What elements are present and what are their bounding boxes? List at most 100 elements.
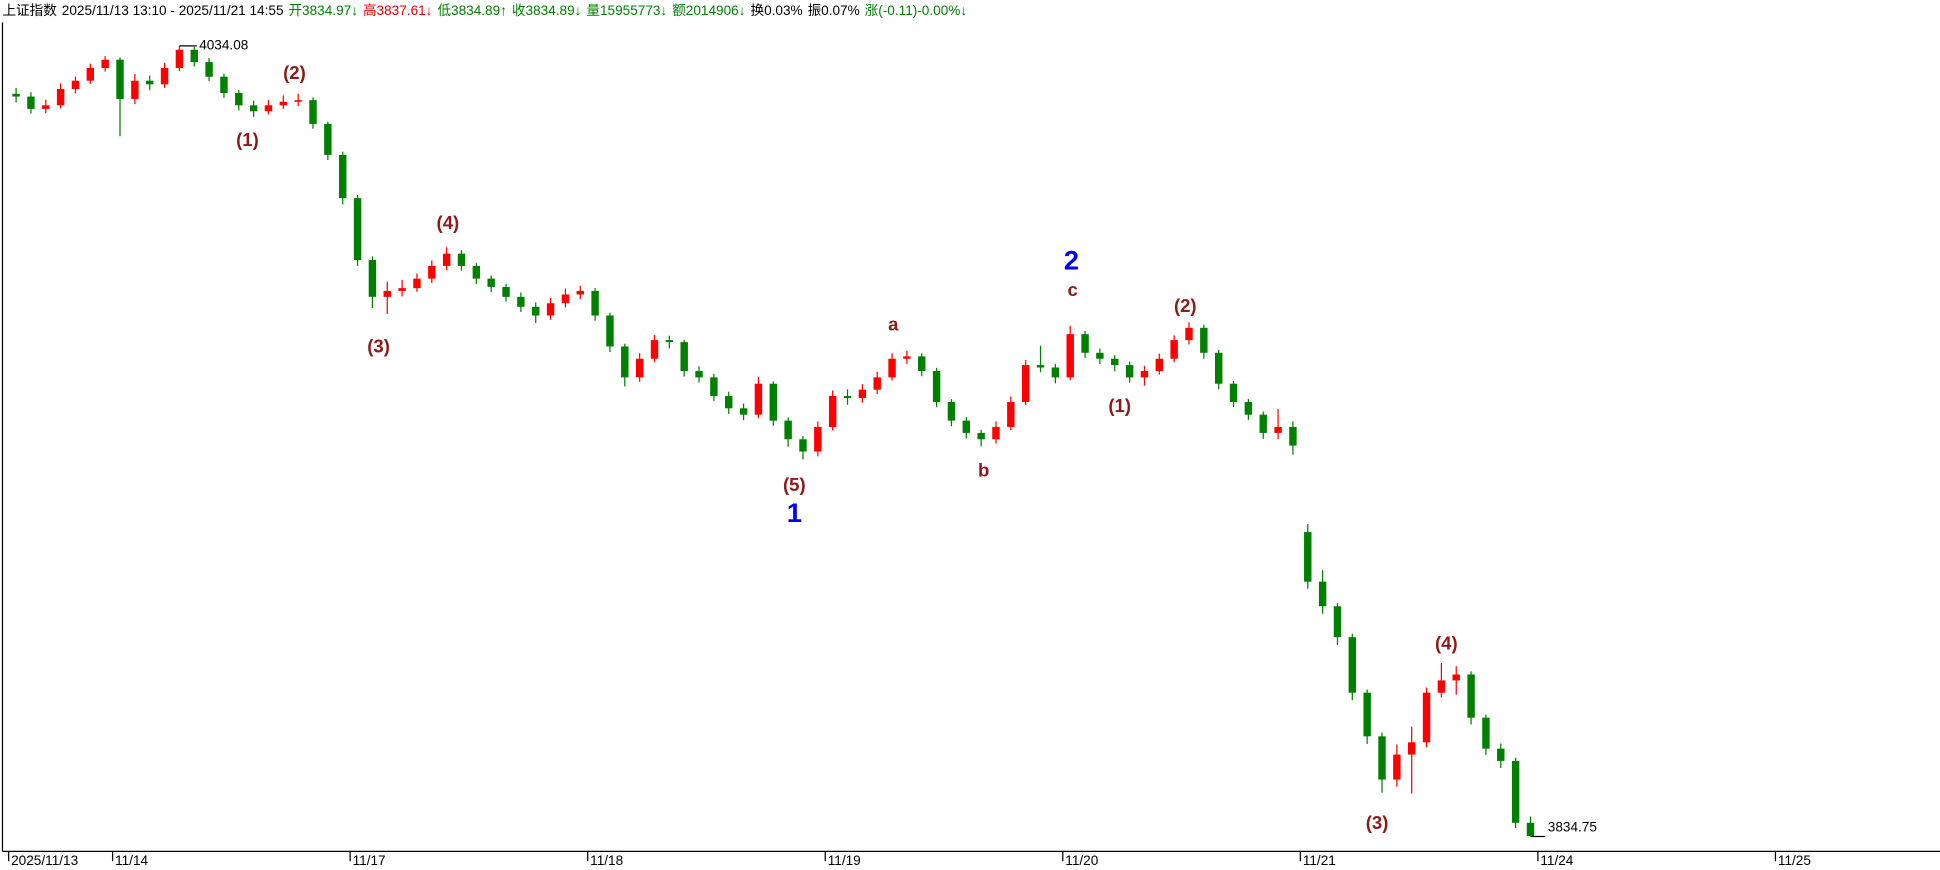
max-label: 4034.08 xyxy=(199,37,248,52)
candle-body xyxy=(190,49,198,63)
candle-body xyxy=(1348,637,1357,693)
candle-body xyxy=(532,306,540,316)
candle-body xyxy=(888,358,896,378)
candle-body xyxy=(576,290,584,295)
wave-label: 2 xyxy=(1064,245,1079,276)
wave-label: (4) xyxy=(437,212,460,233)
candle-body xyxy=(205,62,213,77)
candle-body xyxy=(220,76,228,94)
candle-body xyxy=(383,290,391,297)
candle-body xyxy=(680,342,688,372)
header-item: 额2014906↓ xyxy=(672,3,745,18)
candle-body xyxy=(1111,358,1119,366)
candle-body xyxy=(546,303,555,316)
x-tick-label: 11/14 xyxy=(115,853,148,868)
candle-body xyxy=(1066,334,1074,378)
x-tick-label: 11/25 xyxy=(1778,853,1811,868)
candle-body xyxy=(754,383,763,415)
candle-body xyxy=(1140,371,1149,378)
candle-body xyxy=(918,356,926,372)
candle-body xyxy=(784,420,792,440)
candle-body xyxy=(1393,754,1401,780)
header-range: 2025/11/13 13:10 - 2025/11/21 14:55 xyxy=(62,3,284,18)
wave-label: (4) xyxy=(1435,633,1458,654)
candle-body xyxy=(1036,365,1045,368)
wave-label: (2) xyxy=(283,62,306,83)
candle-body xyxy=(1378,736,1386,780)
candle-body xyxy=(858,389,867,399)
candle-body xyxy=(992,426,1000,440)
candle-body xyxy=(1170,340,1178,359)
candle-body xyxy=(502,286,510,297)
x-tick-label: 2025/11/13 xyxy=(11,853,78,868)
candle-body xyxy=(27,96,35,109)
candle-body xyxy=(814,426,822,452)
header-name: 上证指数 xyxy=(2,3,57,18)
candle-body xyxy=(279,101,288,106)
candle-body xyxy=(1407,742,1416,755)
candle-body xyxy=(977,432,985,440)
candle-body xyxy=(1051,367,1060,378)
candle-body xyxy=(1185,327,1193,341)
candle-body xyxy=(131,80,139,99)
candle-body xyxy=(517,296,525,307)
candle-body xyxy=(56,89,65,106)
candle-body xyxy=(695,371,703,378)
candle-body xyxy=(932,371,941,402)
candle-body xyxy=(710,377,718,397)
header-item: 收3834.89↓ xyxy=(512,3,582,18)
candle-body xyxy=(1021,365,1030,402)
candle-body xyxy=(1482,717,1490,749)
candle-body xyxy=(101,59,109,69)
candle-body xyxy=(650,340,659,359)
candle-body xyxy=(725,396,733,409)
candle-body xyxy=(665,340,674,343)
candle-body xyxy=(1244,401,1253,415)
wave-label: (5) xyxy=(783,474,806,495)
candle-body xyxy=(339,154,347,199)
candle-body xyxy=(1363,692,1371,737)
candle-body xyxy=(1437,680,1446,693)
candle-body xyxy=(1511,760,1520,823)
candle-body xyxy=(428,265,436,279)
candle-body xyxy=(1081,334,1089,353)
candle-body xyxy=(621,346,629,378)
wave-label: (1) xyxy=(236,129,259,150)
candle-body xyxy=(1155,358,1164,372)
wave-label: (2) xyxy=(1174,295,1197,316)
header-item: 涨(-0.11)-0.00%↓ xyxy=(865,3,968,18)
x-tick-label: 11/19 xyxy=(828,853,861,868)
wave-label: c xyxy=(1068,279,1078,300)
candle-body xyxy=(873,377,881,390)
header: 上证指数 2025/11/13 13:10 - 2025/11/21 14:55 开… xyxy=(2,2,967,18)
candle-body xyxy=(1007,401,1015,427)
candle-body xyxy=(487,278,495,287)
candle-body xyxy=(12,93,20,97)
candle-body xyxy=(947,401,956,421)
candle-body xyxy=(235,93,243,106)
x-tick-label: 11/18 xyxy=(590,853,623,868)
candle-body xyxy=(1274,426,1282,433)
candle-body xyxy=(309,100,317,124)
wave-label: (3) xyxy=(1366,812,1389,833)
candle-body xyxy=(264,105,273,112)
wave-label: a xyxy=(888,313,899,334)
candle-body xyxy=(472,265,481,279)
candle-body xyxy=(1526,822,1535,836)
candle-body xyxy=(398,288,406,291)
x-tick-label: 11/21 xyxy=(1303,853,1336,868)
candle-body xyxy=(1259,414,1267,433)
candle-body xyxy=(591,290,599,316)
header-item: 低3834.89↑ xyxy=(437,3,507,18)
header-item: 高3837.61↓ xyxy=(363,2,433,18)
wave-label: (1) xyxy=(1108,395,1131,416)
candle-body xyxy=(1096,352,1104,359)
candle-body xyxy=(457,253,466,266)
candle-body xyxy=(1304,532,1312,582)
wave-label: b xyxy=(978,459,989,480)
candle-body xyxy=(561,294,570,304)
candle-body xyxy=(1289,426,1297,446)
candle-body xyxy=(175,49,184,69)
candle-body xyxy=(71,80,80,90)
candle-body xyxy=(42,105,50,109)
